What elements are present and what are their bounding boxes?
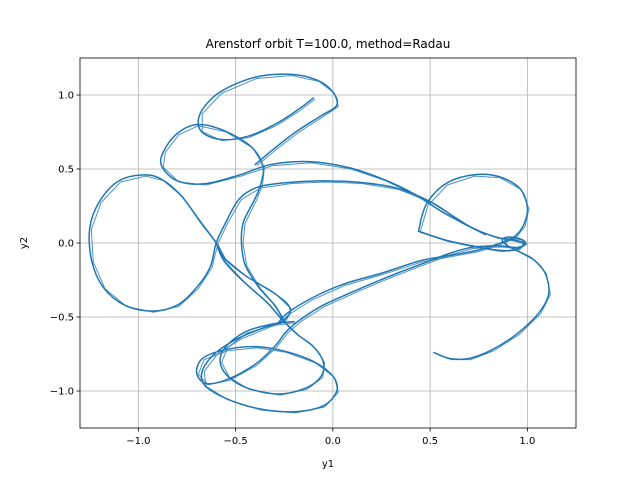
x-tick-label: 1.0 (519, 436, 535, 447)
orbit-trajectory-trace (90, 175, 551, 414)
orbit-trajectory-trace (217, 243, 326, 396)
orbit-trajectory-trace (201, 74, 339, 167)
orbit-trajectory-trace (162, 125, 487, 323)
plot-area (88, 73, 551, 414)
y-tick-label: −0.5 (50, 313, 74, 324)
orbit-trajectory-segment (277, 173, 529, 324)
y-tick-label: 0.5 (58, 165, 74, 176)
chart-title: Arenstorf orbit T=100.0, method=Radau (206, 37, 451, 51)
y-tick-label: 1.0 (58, 91, 74, 102)
x-tick-label: 0.5 (422, 436, 438, 447)
x-tick-label: 0.0 (325, 436, 341, 447)
x-axis-label: y1 (322, 459, 334, 470)
ticks: −1.0 −0.5 0.0 0.5 1.0 −1.0 −0.5 0.0 0.5 1.0 (50, 91, 536, 448)
y-tick-label: −1.0 (50, 387, 74, 398)
orbit-trajectory-segment (197, 73, 339, 166)
orbit-trajectory-segment (159, 123, 486, 323)
x-tick-label: −1.0 (126, 436, 150, 447)
y-tick-label: 0.0 (58, 239, 74, 250)
y-axis-label: y2 (19, 237, 30, 249)
x-tick-label: −0.5 (223, 436, 247, 447)
orbit-trajectory-trace (279, 175, 530, 325)
